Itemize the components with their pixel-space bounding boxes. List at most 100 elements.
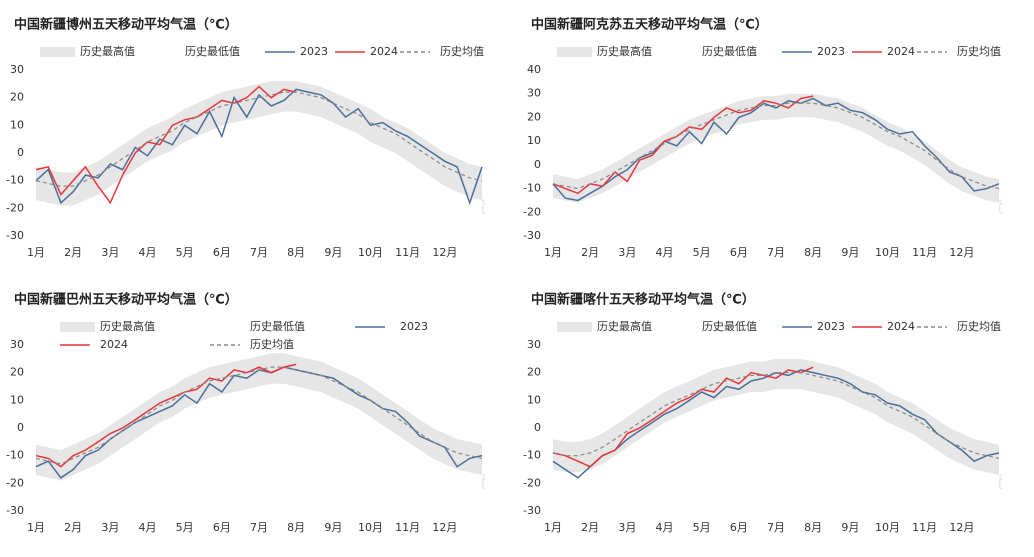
y-tick-label: 10 <box>527 393 541 406</box>
chart-panel: 中国新疆喀什五天移动平均气温（℃）大地期货DADI FUTURES-30-20-… <box>523 292 1003 535</box>
series-line <box>552 95 814 195</box>
y-tick-label: -10 <box>6 449 24 462</box>
chart-title: 中国新疆喀什五天移动平均气温（℃） <box>531 292 755 308</box>
x-tick-label: 11月 <box>395 521 420 534</box>
x-tick-label: 6月 <box>730 521 748 534</box>
legend-label: 历史最低值 <box>702 45 757 58</box>
legend-swatch <box>60 322 95 332</box>
x-tick-label: 5月 <box>693 521 711 534</box>
legend-label: 历史均值 <box>957 45 1001 58</box>
x-tick-label: 9月 <box>324 246 342 259</box>
series-line <box>552 366 814 468</box>
legend-label: 历史最低值 <box>185 45 240 58</box>
x-tick-label: 2月 <box>581 246 599 259</box>
y-tick-label: -30 <box>523 229 541 242</box>
series-line <box>552 97 1000 202</box>
x-tick-label: 4月 <box>139 521 157 534</box>
y-tick-label: -10 <box>523 449 541 462</box>
chart-panel: 中国新疆巴州五天移动平均气温（℃）大地期货DADI FUTURES-30-20-… <box>6 292 486 535</box>
y-tick-label: -30 <box>6 229 24 242</box>
x-tick-label: 7月 <box>767 246 785 259</box>
series-line <box>552 102 1000 190</box>
y-tick-label: 10 <box>10 118 24 131</box>
x-tick-label: 12月 <box>432 521 457 534</box>
x-tick-label: 2月 <box>581 521 599 534</box>
x-tick-label: 8月 <box>804 521 822 534</box>
chart-panel: 中国新疆阿克苏五天移动平均气温（℃）大地期货DADI FUTURES-30-20… <box>523 17 1003 260</box>
y-tick-label: -20 <box>523 476 541 489</box>
y-tick-label: 30 <box>10 63 24 76</box>
x-tick-label: 5月 <box>693 246 711 259</box>
y-tick-label: 0 <box>17 421 24 434</box>
legend-label: 历史最高值 <box>597 44 652 58</box>
y-tick-label: -20 <box>6 476 24 489</box>
legend-label: 历史均值 <box>957 320 1001 333</box>
legend-label: 2023 <box>300 45 328 58</box>
y-tick-label: 20 <box>10 366 24 379</box>
legend-label: 历史最高值 <box>80 44 135 58</box>
x-tick-label: 7月 <box>767 521 785 534</box>
legend-label: 2024 <box>100 338 128 351</box>
legend-label: 历史最高值 <box>597 319 652 333</box>
series-line <box>35 363 297 468</box>
y-tick-label: 20 <box>527 366 541 379</box>
band-area <box>36 383 482 511</box>
y-tick-label: -20 <box>6 201 24 214</box>
y-tick-label: -30 <box>523 504 541 517</box>
y-tick-label: -10 <box>523 182 541 195</box>
legend-label: 2024 <box>887 45 915 58</box>
x-tick-label: 12月 <box>949 521 974 534</box>
legend-label: 2024 <box>887 320 915 333</box>
x-tick-label: 1月 <box>27 521 45 534</box>
x-tick-label: 5月 <box>176 521 194 534</box>
series-line <box>552 369 1000 479</box>
legend-label: 2023 <box>817 320 845 333</box>
legend-label: 2023 <box>817 45 845 58</box>
y-tick-label: 0 <box>534 158 541 171</box>
x-tick-label: 4月 <box>656 521 674 534</box>
x-tick-label: 10月 <box>875 246 900 259</box>
x-tick-label: 8月 <box>287 246 305 259</box>
y-tick-label: 10 <box>527 134 541 147</box>
band-area <box>553 389 999 511</box>
x-tick-label: 9月 <box>324 521 342 534</box>
y-tick-label: -20 <box>523 205 541 218</box>
y-tick-label: 30 <box>527 87 541 100</box>
legend-label: 2023 <box>400 320 428 333</box>
legend-swatch <box>40 47 75 57</box>
x-tick-label: 2月 <box>64 521 82 534</box>
legend-swatch <box>557 322 592 332</box>
x-tick-label: 1月 <box>544 246 562 259</box>
series-line <box>35 88 483 206</box>
y-tick-label: -30 <box>6 504 24 517</box>
x-tick-label: 3月 <box>101 521 119 534</box>
legend-swatch <box>557 47 592 57</box>
x-tick-label: 6月 <box>730 246 748 259</box>
y-tick-label: 20 <box>527 110 541 123</box>
x-tick-label: 12月 <box>432 246 457 259</box>
x-tick-label: 7月 <box>250 246 268 259</box>
x-tick-label: 1月 <box>27 246 45 259</box>
y-tick-label: 40 <box>527 63 541 76</box>
x-tick-label: 6月 <box>213 246 231 259</box>
chart-title: 中国新疆巴州五天移动平均气温（℃） <box>14 292 238 308</box>
chart-title: 中国新疆阿克苏五天移动平均气温（℃） <box>531 17 768 33</box>
y-tick-label: 0 <box>534 421 541 434</box>
series-line <box>35 85 297 205</box>
band-area <box>553 117 999 236</box>
y-tick-label: -10 <box>6 174 24 187</box>
y-tick-label: 0 <box>17 146 24 159</box>
x-tick-label: 7月 <box>250 521 268 534</box>
x-tick-label: 1月 <box>544 521 562 534</box>
y-tick-label: 10 <box>10 393 24 406</box>
x-tick-label: 5月 <box>176 246 194 259</box>
x-tick-label: 10月 <box>358 521 383 534</box>
x-tick-label: 4月 <box>656 246 674 259</box>
x-tick-label: 2月 <box>64 246 82 259</box>
x-tick-label: 3月 <box>101 246 119 259</box>
x-tick-label: 9月 <box>841 521 859 534</box>
x-tick-label: 11月 <box>395 246 420 259</box>
chart-panel: 中国新疆博州五天移动平均气温（℃）大地期货DADI FUTURES-30-20-… <box>6 17 486 260</box>
series-line <box>35 91 483 187</box>
chart-title: 中国新疆博州五天移动平均气温（℃） <box>14 17 238 33</box>
